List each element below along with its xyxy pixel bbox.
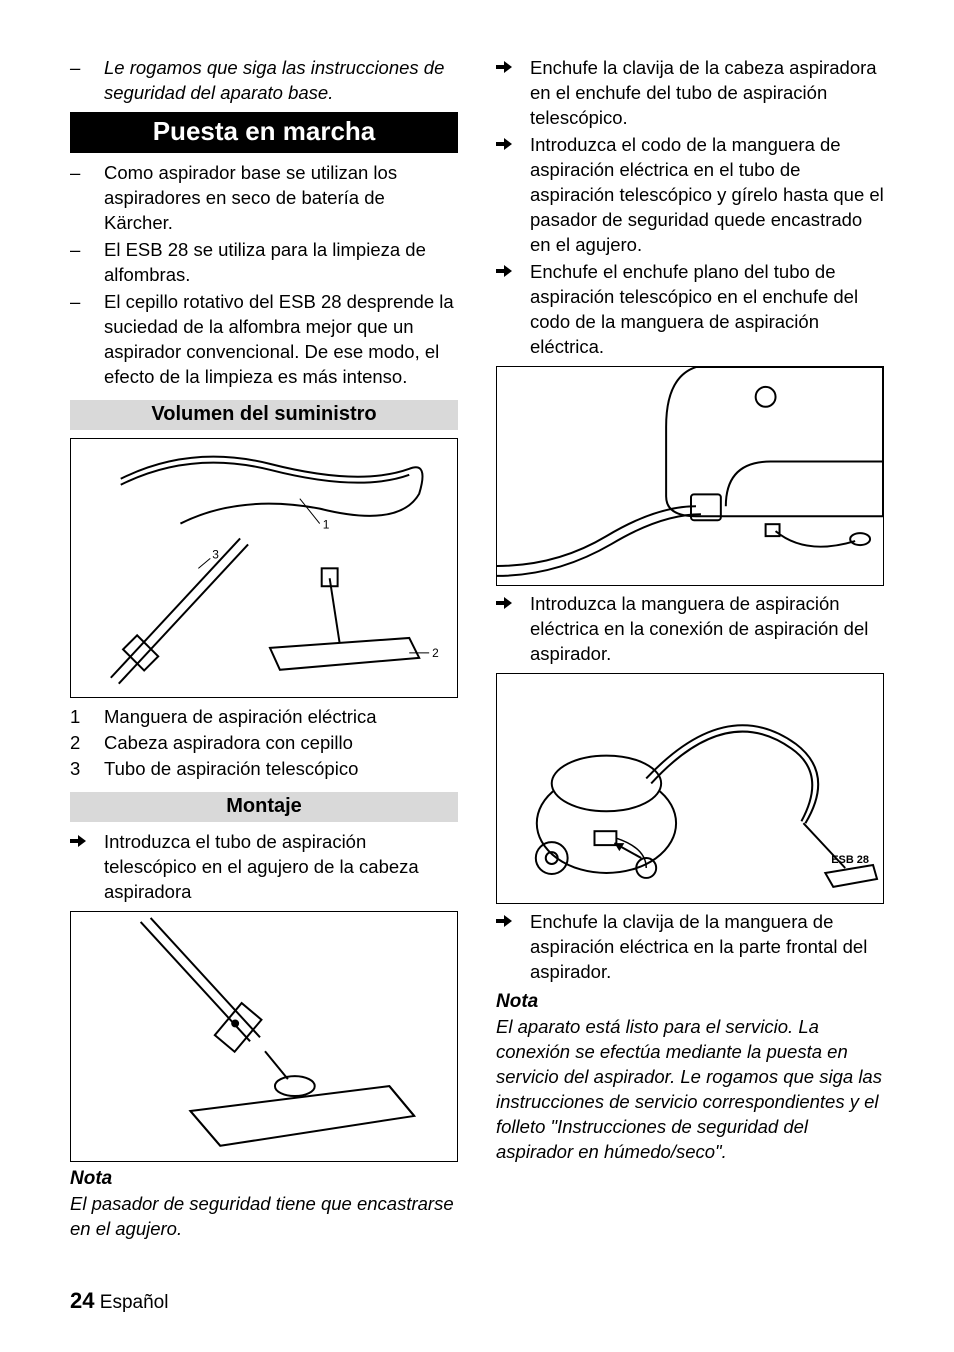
callout-2: 2 [432, 646, 439, 660]
arrow-icon [496, 260, 530, 360]
left-column: – Le rogamos que siga las instrucciones … [70, 56, 458, 1242]
part-item: 2 Cabeza aspiradora con cepillo [70, 730, 458, 756]
step-item: Enchufe el enchufe plano del tubo de asp… [496, 260, 884, 360]
arrow-icon [70, 830, 104, 905]
step-item: Introduzca el tubo de aspiración telescó… [70, 830, 458, 905]
dash-icon: – [70, 161, 104, 236]
arrow-icon [496, 133, 530, 258]
callout-3: 3 [212, 547, 219, 561]
nota-text: El pasador de seguridad tiene que encast… [70, 1192, 458, 1242]
step-item: Enchufe la clavija de la cabeza aspirado… [496, 56, 884, 131]
part-text: Tubo de aspiración telescópico [104, 756, 358, 782]
step-text: Enchufe la clavija de la cabeza aspirado… [530, 56, 884, 131]
bullet-text: El cepillo rotativo del ESB 28 desprende… [104, 290, 458, 390]
nota-text: El aparato está listo para el servicio. … [496, 1015, 884, 1165]
step-text: Introduzca el tubo de aspiración telescó… [104, 830, 458, 905]
step-item: Introduzca la manguera de aspiración elé… [496, 592, 884, 667]
part-number: 2 [70, 730, 104, 756]
heading-main: Puesta en marcha [70, 112, 458, 153]
dash-icon: – [70, 290, 104, 390]
bullet-item: – Como aspirador base se utilizan los as… [70, 161, 458, 236]
right-column: Enchufe la clavija de la cabeza aspirado… [496, 56, 884, 1242]
step-text: Enchufe el enchufe plano del tubo de asp… [530, 260, 884, 360]
esb-label: ESB 28 [831, 854, 869, 866]
part-item: 3 Tubo de aspiración telescópico [70, 756, 458, 782]
part-number: 3 [70, 756, 104, 782]
page-footer: 24 Español [70, 1288, 168, 1314]
page-number: 24 [70, 1288, 94, 1313]
step-item: Enchufe la clavija de la manguera de asp… [496, 910, 884, 985]
nota-heading: Nota [496, 991, 884, 1013]
dash-icon: – [70, 56, 104, 106]
part-text: Manguera de aspiración eléctrica [104, 704, 377, 730]
part-item: 1 Manguera de aspiración eléctrica [70, 704, 458, 730]
bullet-text: El ESB 28 se utiliza para la limpieza de… [104, 238, 458, 288]
step-text: Enchufe la clavija de la manguera de asp… [530, 910, 884, 985]
figure-hose-connect [496, 366, 884, 587]
step-text: Introduzca la manguera de aspiración elé… [530, 592, 884, 667]
intro-instruction: – Le rogamos que siga las instrucciones … [70, 56, 458, 106]
arrow-icon [496, 592, 530, 667]
bullet-item: – El cepillo rotativo del ESB 28 despren… [70, 290, 458, 390]
heading-mount: Montaje [70, 792, 458, 822]
bullet-text: Como aspirador base se utilizan los aspi… [104, 161, 458, 236]
intro-text: Le rogamos que siga las instrucciones de… [104, 56, 458, 106]
heading-supply: Volumen del suministro [70, 400, 458, 430]
arrow-icon [496, 910, 530, 985]
page-language: Español [100, 1292, 169, 1313]
part-text: Cabeza aspiradora con cepillo [104, 730, 353, 756]
figure-supply: 1 2 3 [70, 438, 458, 699]
arrow-icon [496, 56, 530, 131]
part-number: 1 [70, 704, 104, 730]
dash-icon: – [70, 238, 104, 288]
callout-1: 1 [323, 517, 330, 531]
step-item: Introduzca el codo de la manguera de asp… [496, 133, 884, 258]
step-text: Introduzca el codo de la manguera de asp… [530, 133, 884, 258]
figure-full-vacuum: ESB 28 [496, 673, 884, 904]
bullet-item: – El ESB 28 se utiliza para la limpieza … [70, 238, 458, 288]
figure-head-insert [70, 911, 458, 1162]
two-column-layout: – Le rogamos que siga las instrucciones … [70, 56, 884, 1242]
nota-heading: Nota [70, 1168, 458, 1190]
